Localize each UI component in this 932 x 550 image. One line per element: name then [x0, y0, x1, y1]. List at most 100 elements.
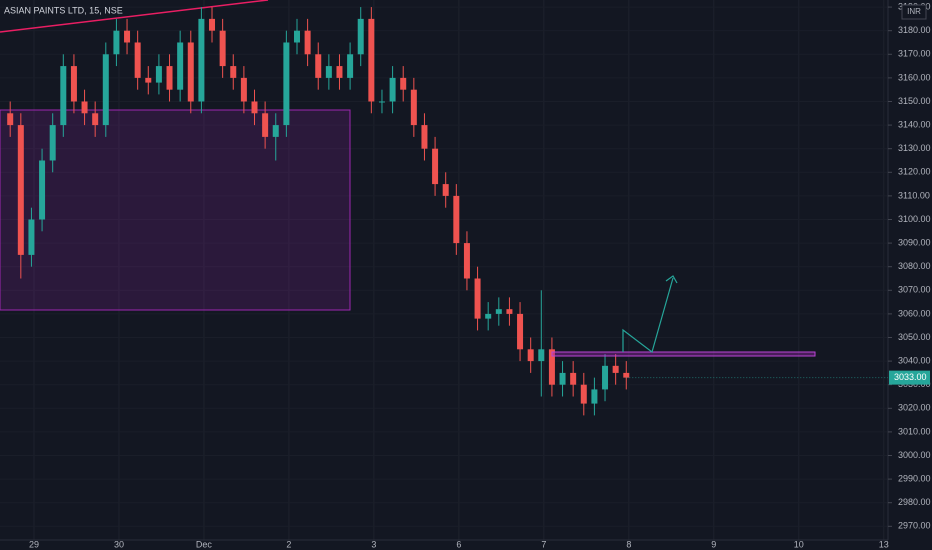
- candle-body: [17, 125, 24, 255]
- candle-body: [357, 18, 364, 55]
- x-tick-label: 3: [371, 539, 376, 549]
- candle-body: [325, 66, 332, 78]
- candle-body: [368, 18, 375, 102]
- candle-body: [612, 365, 619, 373]
- last-price-box: [889, 370, 930, 385]
- candle-body: [463, 243, 470, 279]
- candle-body: [7, 113, 14, 126]
- candle-body: [293, 30, 300, 43]
- y-tick-label: 3090.00: [898, 237, 931, 247]
- x-tick-label: 30: [114, 539, 124, 549]
- x-tick-label: 8: [626, 539, 631, 549]
- x-tick-label: 7: [541, 539, 546, 549]
- y-tick-label: 3020.00: [898, 403, 931, 413]
- candle-body: [187, 42, 194, 102]
- y-tick-label: 3170.00: [898, 49, 931, 59]
- x-tick-label: 2: [286, 539, 291, 549]
- y-tick-label: 3110.00: [898, 190, 930, 200]
- candle-body: [102, 54, 109, 126]
- x-tick-label: 13: [879, 539, 889, 549]
- candle-body: [580, 384, 587, 404]
- candle-body: [70, 66, 77, 102]
- x-tick-label: Dec: [196, 539, 213, 549]
- candle-body: [92, 113, 99, 126]
- y-tick-label: 3150.00: [898, 96, 931, 106]
- candle-body: [495, 309, 502, 314]
- candle-body: [177, 42, 184, 90]
- candle-body: [209, 18, 216, 31]
- currency-label: INR: [907, 7, 921, 16]
- candle-body: [432, 148, 439, 185]
- candle-body: [283, 42, 290, 126]
- candle-body: [400, 77, 407, 90]
- candle-body: [145, 77, 152, 83]
- x-tick-label: 6: [456, 539, 461, 549]
- y-tick-label: 3000.00: [898, 450, 931, 460]
- candle-body: [336, 66, 343, 78]
- y-tick-label: 2970.00: [898, 521, 931, 531]
- y-tick-label: 3040.00: [898, 355, 931, 365]
- candle-body: [485, 313, 492, 319]
- y-tick-label: 3060.00: [898, 308, 931, 318]
- y-tick-label: 3080.00: [898, 261, 931, 271]
- candle-body: [60, 66, 67, 126]
- candle-body: [442, 184, 449, 196]
- resistance-band: [551, 351, 816, 357]
- candle-body: [155, 66, 162, 83]
- candle-body: [527, 349, 534, 362]
- trend-line: [0, 0, 269, 33]
- axes: 29 30 Dec 2 3 6 7 8 9 10 13 2970.00 2980.00 2990.00 30…: [29, 1, 931, 549]
- candle-body: [304, 30, 311, 55]
- y-tick-label: 3130.00: [898, 143, 931, 153]
- y-tick-label: 3100.00: [898, 214, 931, 224]
- candle-body: [410, 89, 417, 126]
- candle-body: [198, 18, 205, 102]
- candle-body: [591, 389, 598, 404]
- candle-body: [347, 54, 354, 78]
- candle-body: [272, 125, 279, 137]
- y-tick-label: 3180.00: [898, 25, 931, 35]
- candle-body: [538, 349, 545, 362]
- candle-body: [559, 372, 566, 385]
- y-tick-label: 3120.00: [898, 167, 931, 177]
- candle-body: [453, 195, 460, 244]
- candles: [7, 7, 630, 416]
- currency-box: [901, 4, 927, 20]
- candle-body: [240, 77, 247, 102]
- last-price-label: 3033.00: [894, 372, 927, 382]
- y-tick-label: 3160.00: [898, 72, 931, 82]
- candle-body: [602, 365, 609, 390]
- projection-path: [622, 277, 674, 354]
- price-axis: [888, 0, 932, 550]
- candle-body: [378, 101, 385, 103]
- candle-body: [113, 30, 120, 55]
- candle-body: [517, 313, 524, 350]
- candle-body: [623, 372, 630, 378]
- x-tick-label: 29: [29, 539, 39, 549]
- candle-body: [230, 66, 237, 78]
- y-tick-label: 2980.00: [898, 497, 931, 507]
- candle-body: [124, 30, 131, 43]
- y-tick-label: 3010.00: [898, 426, 931, 436]
- candle-body: [49, 125, 56, 161]
- candle-body: [474, 278, 481, 319]
- candle-body: [39, 160, 46, 220]
- candle-body: [28, 219, 35, 255]
- candle-body: [421, 125, 428, 149]
- x-tick-label: 9: [711, 539, 716, 549]
- zone-rectangle: [0, 109, 351, 311]
- candle-body: [262, 113, 269, 137]
- y-tick-label: 2990.00: [898, 473, 931, 483]
- chart-title: ASIAN PAINTS LTD, 15, NSE: [4, 5, 123, 15]
- candle-body: [166, 66, 173, 90]
- candle-body: [134, 42, 141, 78]
- y-tick-label: 3050.00: [898, 332, 931, 342]
- projection-arrowhead: [665, 275, 678, 284]
- candle-body: [81, 101, 88, 114]
- candle-body: [548, 349, 555, 385]
- y-tick-label: 3140.00: [898, 119, 931, 129]
- candle-body: [251, 101, 258, 114]
- candle-body: [506, 309, 513, 314]
- candle-body: [570, 372, 577, 385]
